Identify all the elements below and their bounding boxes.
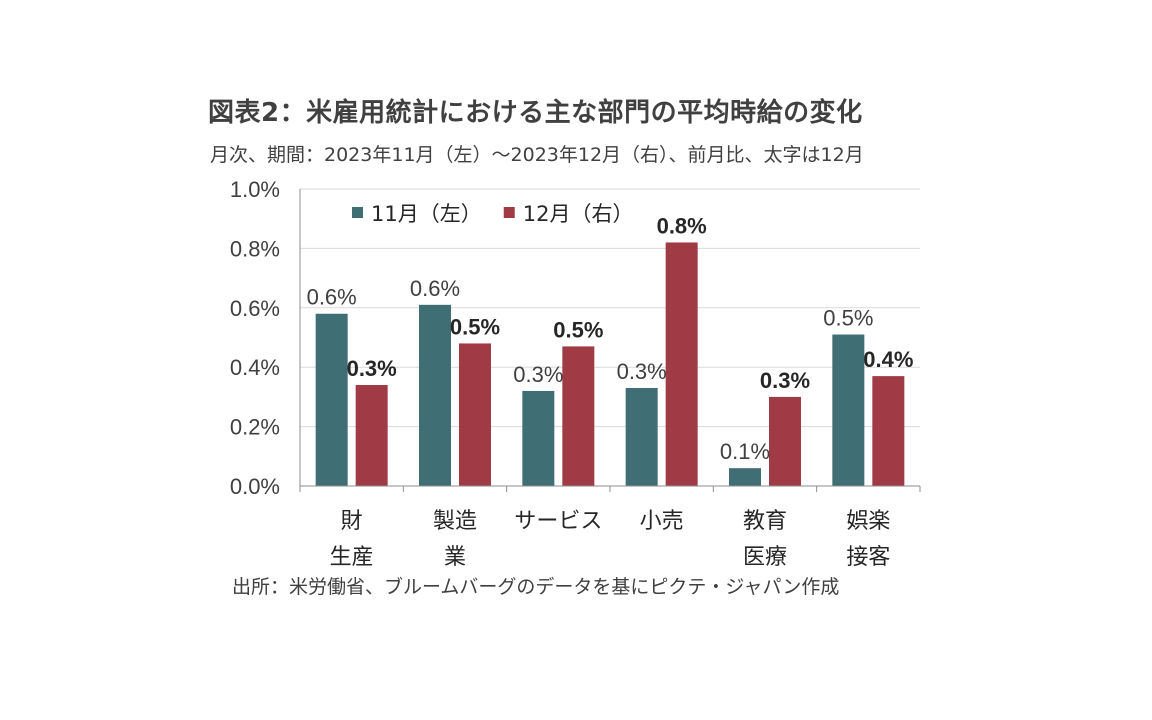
category-label: 業 (444, 545, 466, 570)
legend-label: 11月（左） (371, 202, 482, 226)
data-label: 0.6% (307, 285, 357, 310)
data-label: 0.1% (720, 439, 770, 464)
category-label: 財 (341, 509, 363, 534)
data-label: 0.5% (823, 306, 873, 331)
bar-nov (522, 390, 555, 486)
data-label: 0.5% (450, 314, 500, 339)
bar-dec (665, 242, 698, 486)
bar-dec (872, 376, 905, 486)
data-label: 0.5% (553, 317, 603, 342)
legend: 11月（左） 12月（右） (352, 202, 633, 226)
data-label: 0.3% (347, 356, 397, 381)
category-label: サービス (514, 509, 602, 534)
data-label: 0.3% (617, 359, 667, 384)
legend-label: 12月（右） (523, 202, 634, 226)
category-label: 製造 (433, 509, 477, 534)
axes (299, 189, 921, 492)
data-label: 0.4% (863, 347, 913, 372)
category-label: 娯楽 (846, 509, 890, 534)
bar-dec (459, 343, 491, 486)
chart-title: 図表2：米雇用統計における主な部門の平均時給の変化 (208, 98, 863, 128)
gridlines (300, 188, 920, 428)
bar-nov (832, 334, 865, 486)
bar-dec (769, 396, 801, 486)
bar-dec (562, 346, 595, 486)
source-note: 出所：米労働省、ブルームバーグのデータを基にピクテ・ジャパン作成 (232, 576, 840, 598)
bar-dec (355, 385, 388, 486)
bars (315, 242, 905, 486)
y-tick-label: 0.6% (230, 296, 280, 321)
chart-subtitle: 月次、期間：2023年11月（左）～2023年12月（右）、前月比、太字は12月 (210, 144, 864, 166)
data-label: 0.3% (513, 362, 563, 387)
y-tick-label: 0.2% (230, 415, 280, 440)
legend-swatch (352, 207, 363, 218)
category-label: 小売 (640, 509, 684, 534)
category-label: 医療 (743, 545, 787, 570)
y-axis-ticks: 0.0% 0.2% 0.4% 0.6% 0.8% 1.0% (230, 177, 280, 499)
data-label: 0.6% (410, 276, 460, 301)
y-tick-label: 0.4% (230, 355, 280, 380)
bar-nov (315, 313, 348, 486)
bar-nov (729, 468, 761, 486)
legend-swatch (503, 207, 515, 218)
bar-nov (419, 304, 451, 486)
category-label: 接客 (846, 545, 890, 570)
category-label: 教育 (743, 509, 787, 534)
category-label: 生産 (330, 545, 374, 570)
data-labels: 0.6% 0.3% 0.6% 0.5% 0.3% 0.5% 0.3% 0.8% 0.1% 0.3%… (307, 213, 914, 464)
y-tick-label: 0.8% (230, 236, 280, 261)
data-label: 0.8% (657, 213, 707, 238)
data-label: 0.3% (760, 368, 810, 393)
bar-nov (625, 387, 658, 486)
y-tick-label: 0.0% (230, 474, 280, 499)
y-tick-label: 1.0% (230, 177, 280, 202)
